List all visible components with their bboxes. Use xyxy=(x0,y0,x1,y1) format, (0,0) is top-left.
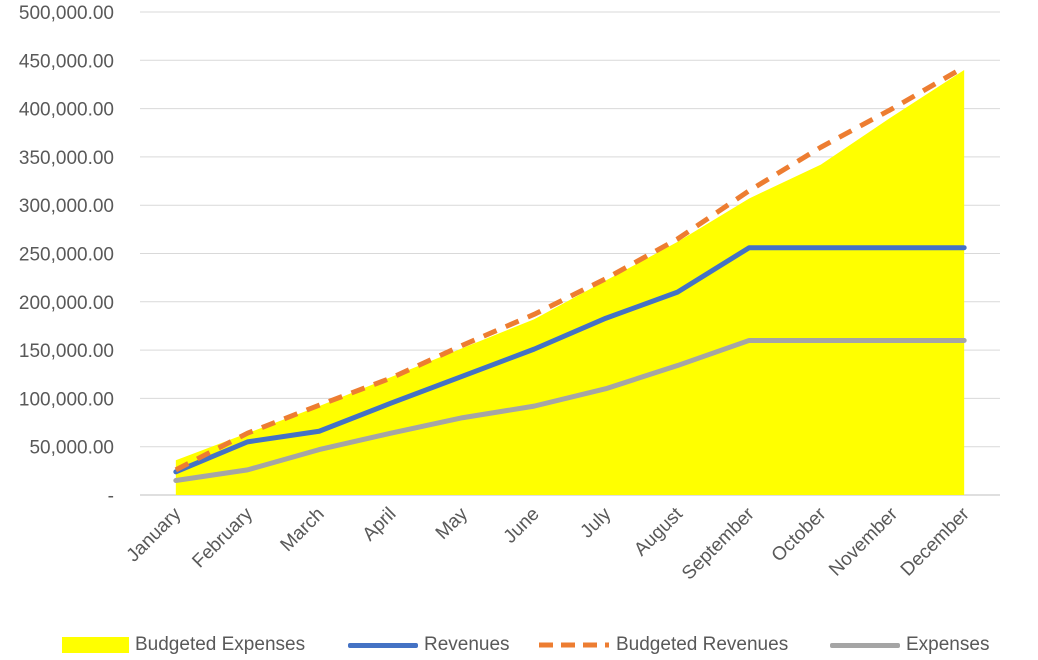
legend-item-revenues: Revenues xyxy=(348,630,510,660)
y-tick-label: 100,000.00 xyxy=(19,389,114,410)
x-tick-label: December xyxy=(897,503,974,580)
legend-item-budgeted-revenues: Budgeted Revenues xyxy=(538,630,788,660)
legend-swatch-revenues xyxy=(348,642,418,648)
x-tick-label: June xyxy=(500,504,544,548)
y-tick-label: 450,000.00 xyxy=(19,51,114,72)
line-revenues xyxy=(173,245,967,475)
y-tick-label: 150,000.00 xyxy=(19,341,114,362)
x-tick-label: February xyxy=(188,503,257,572)
y-tick-label: 200,000.00 xyxy=(19,293,114,314)
line-layer xyxy=(173,64,967,484)
x-tick-label: April xyxy=(359,504,401,546)
legend-swatch-budgeted-revenues xyxy=(539,642,609,648)
y-tick-label: 50,000.00 xyxy=(29,438,114,459)
x-tick-label: November xyxy=(825,503,902,580)
y-tick-label: 300,000.00 xyxy=(19,196,114,217)
y-tick-label: 350,000.00 xyxy=(19,148,114,169)
legend-swatch-budgeted-expenses xyxy=(62,637,129,653)
x-tick-label: May xyxy=(432,503,473,544)
legend-item-budgeted-expenses: Budgeted Expenses xyxy=(62,630,305,660)
x-tick-label: October xyxy=(768,503,831,566)
y-tick-label: 250,000.00 xyxy=(19,245,114,266)
legend-label-expenses: Expenses xyxy=(906,634,990,655)
y-tick-label: - xyxy=(108,486,114,507)
legend-label-budgeted-revenues: Budgeted Revenues xyxy=(616,634,789,655)
y-tick-label: 500,000.00 xyxy=(19,3,114,24)
area-budgeted-expenses xyxy=(175,69,965,496)
x-axis-tick-labels: January February March April May June July Augu… xyxy=(123,503,974,584)
legend-label-budgeted-expenses: Budgeted Expenses xyxy=(135,634,306,655)
line-expenses xyxy=(173,337,967,484)
x-tick-label: March xyxy=(277,504,329,556)
x-tick-label: August xyxy=(630,503,687,560)
x-tick-label: January xyxy=(123,503,186,566)
legend-label-revenues: Revenues xyxy=(424,634,510,655)
legend-item-expenses: Expenses xyxy=(830,630,989,660)
x-tick-label: September xyxy=(678,503,759,584)
y-axis-tick-labels: - 50,000.00 100,000.00 150,000.00 200,000.00… xyxy=(19,3,114,507)
legend: Budgeted Expenses Revenues Budgeted Reve… xyxy=(0,630,1038,660)
line-budgeted-revenues xyxy=(174,64,966,473)
area-layer xyxy=(175,69,965,496)
legend-swatch-expenses xyxy=(830,642,900,648)
y-tick-label: 400,000.00 xyxy=(19,100,114,121)
x-tick-label: July xyxy=(577,503,616,542)
chart: - 50,000.00 100,000.00 150,000.00 200,000.00… xyxy=(19,3,1000,584)
